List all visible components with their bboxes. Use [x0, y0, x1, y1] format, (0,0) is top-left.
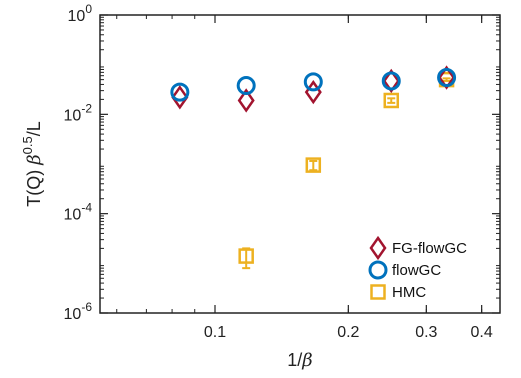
y-tick-label: 10-2 [64, 101, 93, 124]
data-point-fg-flowgc [171, 85, 189, 110]
data-point-flowgc [170, 82, 190, 102]
axes: 10-6 10-4 10-2 100 0.1 0.2 0.3 0.4 1/β T(Q) β0.5/… [20, 2, 501, 371]
data-point-flowgc [303, 72, 323, 92]
legend-label: HMC [392, 284, 426, 301]
data-point-hmc [305, 157, 322, 173]
data-point-fg-flowgc [237, 88, 255, 113]
data-point-flowgc [236, 76, 256, 96]
y-tick-label: 10-6 [64, 300, 93, 323]
x-tick-label: 0.2 [337, 324, 359, 341]
y-tick-label: 10-4 [64, 201, 93, 224]
data-point-flowgc [437, 68, 457, 88]
x-tick-label: 0.1 [204, 324, 226, 341]
data-point-hmc [238, 248, 254, 264]
legend-marker [369, 235, 387, 261]
data-point-hmc [383, 92, 400, 109]
legend-entry-fg-flowgc: FG-flowGC [369, 235, 467, 261]
series-flowgc [170, 68, 457, 102]
legend-label: FG-flowGC [392, 240, 467, 257]
legend-marker [370, 284, 386, 300]
legend-entry-hmc: HMC [370, 284, 426, 301]
legend-label: flowGC [392, 262, 441, 279]
series-layer [170, 65, 457, 270]
legend: FG-flowGC flowGC HMC [368, 235, 467, 301]
y-axis-label: T(Q) β0.5/L [20, 121, 45, 207]
x-axis-label: 1/β [287, 350, 312, 371]
x-tick-label: 0.3 [415, 324, 437, 341]
data-point-flowgc [381, 71, 401, 91]
x-tick-label: 0.4 [471, 324, 493, 341]
data-point-fg-flowgc [382, 68, 400, 94]
y-tick-label: 100 [68, 2, 93, 25]
axes-frame [99, 14, 501, 314]
data-point-fg-flowgc [438, 65, 456, 90]
data-point-fg-flowgc [304, 79, 322, 105]
legend-entry-flowgc: flowGC [368, 260, 441, 280]
legend-marker [368, 260, 388, 280]
series-hmc [238, 71, 455, 270]
